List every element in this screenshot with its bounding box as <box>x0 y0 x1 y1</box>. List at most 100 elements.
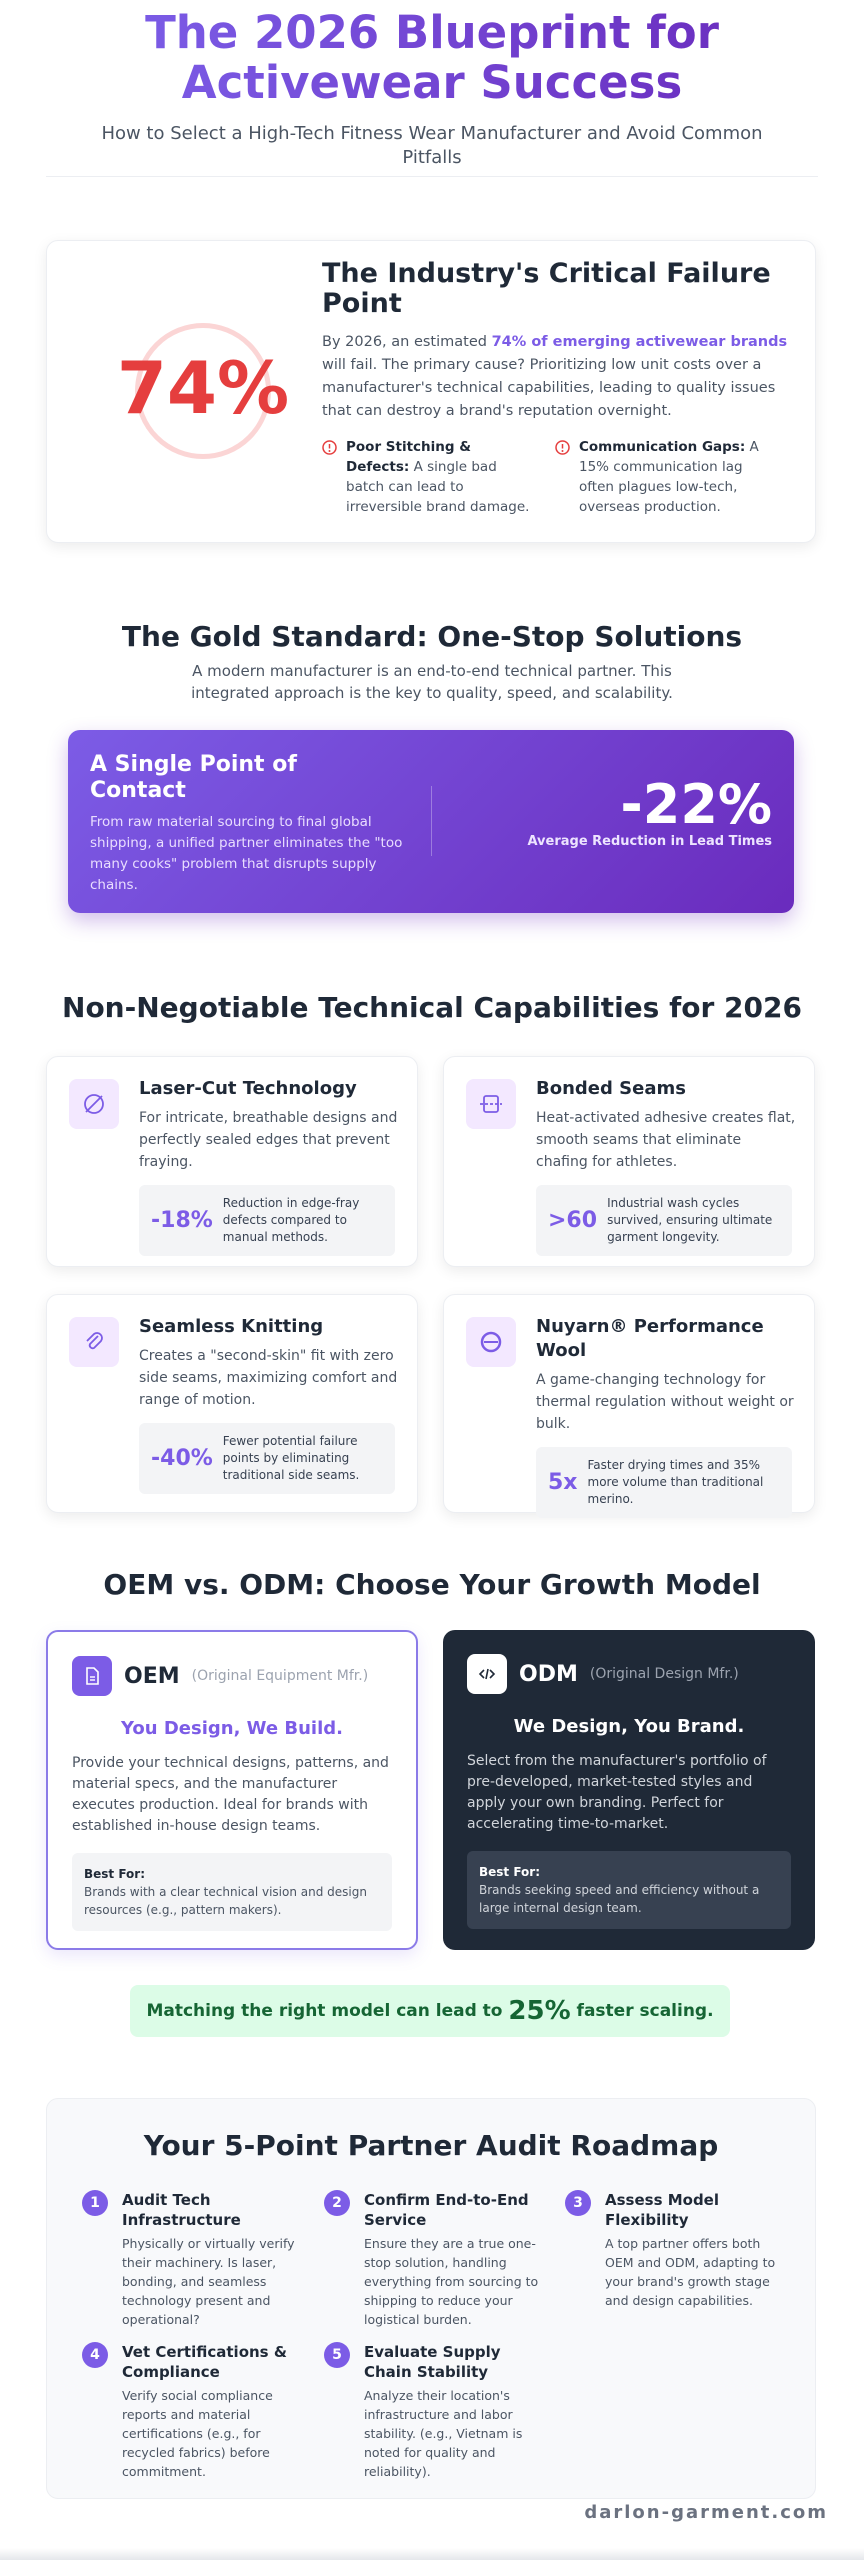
step-number: 2 <box>324 2190 350 2216</box>
tagline: We Design, You Brand. <box>513 1716 745 1737</box>
point: Poor Stitching & Defects: A single bad b… <box>322 437 537 517</box>
capability-card: Bonded Seams Heat-activated adhesive cre… <box>443 1056 815 1267</box>
step-title: Evaluate Supply Chain Stability <box>364 2343 501 2381</box>
label: Communication Gaps: <box>579 439 746 455</box>
step-title: Audit Tech Infrastructure <box>122 2191 241 2229</box>
highlight: 74% of emerging activewear brands <box>491 334 788 350</box>
stat: >60 <box>548 1208 598 1233</box>
card-title: Bonded Seams <box>536 1078 686 1099</box>
capability-card: Nuyarn® Performance Wool A game-changing… <box>443 1294 815 1518</box>
capability-card: Seamless Knitting Creates a "second-skin… <box>46 1294 418 1513</box>
card-title: Nuyarn® Performance Wool <box>536 1316 764 1361</box>
icon <box>69 1079 119 1129</box>
stat: 5x <box>548 1470 578 1495</box>
text: A single bad batch can lead to irreversi… <box>346 459 530 515</box>
tagline: You Design, We Build. <box>121 1718 343 1739</box>
step-text: Physically or virtually verify their mac… <box>122 2236 295 2327</box>
step-number: 1 <box>82 2190 108 2216</box>
divider <box>431 786 432 856</box>
label: Poor Stitching & Defects: <box>346 439 472 475</box>
step-title: Confirm End-to-End Service <box>364 2191 529 2229</box>
best-for: Best For: Brands with a clear technical v… <box>72 1853 392 1931</box>
footer: darlon-garment.com <box>584 2502 828 2523</box>
step: 5 Evaluate Supply Chain Stability Analyze … <box>324 2342 546 2481</box>
step-text: Verify social compliance reports and mat… <box>122 2388 273 2479</box>
oem-card: OEM (Original Equipment Mfr.) You Design,… <box>46 1630 418 1950</box>
step-text: A top partner offers both OEM and ODM, a… <box>605 2236 776 2308</box>
card-text: From raw material sourcing to final glob… <box>90 814 403 893</box>
odm-card: ODM (Original Design Mfr.) We Design, You… <box>443 1630 815 1950</box>
roadmap: Your 5-Point Partner Audit Roadmap 1 Audi… <box>46 2098 816 2499</box>
model-text: Provide your technical designs, patterns… <box>72 1755 389 1834</box>
step-number: 3 <box>565 2190 591 2216</box>
label: Best For: <box>479 1865 541 1879</box>
alert-icon <box>322 440 337 455</box>
stat: -18% <box>151 1208 213 1233</box>
subtitle: How to Select a High-Tech Fitness Wear M… <box>101 123 763 168</box>
stat-box: -18% Reduction in edge-fray defects compa… <box>139 1185 395 1256</box>
step-text: Analyze their location's infrastructure … <box>364 2388 523 2479</box>
scaling-banner: Matching the right model can lead to 25%… <box>130 1985 730 2037</box>
model-full: (Original Design Mfr.) <box>589 1666 739 1682</box>
icon <box>467 1654 507 1694</box>
text: By 2026, an estimated <box>322 334 492 350</box>
stat-box: >60 Industrial wash cycles survived, ensu… <box>536 1185 792 1256</box>
card-text: Heat-activated adhesive creates flat, sm… <box>536 1110 796 1170</box>
contact-card: A Single Point of Contact From raw mater… <box>68 730 794 913</box>
step-text: Ensure they are a true one-stop solution… <box>364 2236 539 2327</box>
step-number: 5 <box>324 2342 350 2368</box>
failure-stat: 74% <box>116 346 290 430</box>
stat-text: Industrial wash cycles survived, ensurin… <box>607 1196 773 1244</box>
icon <box>466 1079 516 1129</box>
stat: -40% <box>151 1446 213 1471</box>
card-title: A Single Point of Contact <box>90 752 297 803</box>
capability-card: Laser-Cut Technology For intricate, brea… <box>46 1056 418 1267</box>
title: The 2026 Blueprint for Activewear Succes… <box>132 8 732 108</box>
step: 3 Assess Model Flexibility A top partner o… <box>565 2190 787 2310</box>
step: 1 Audit Tech Infrastructure Physically or … <box>82 2190 304 2329</box>
stat: 25% <box>508 1996 571 2026</box>
step: 2 Confirm End-to-End Service Ensure they a… <box>324 2190 546 2329</box>
section-title: Non-Negotiable Technical Capabilities fo… <box>62 991 802 1024</box>
failure-text: By 2026, an estimated 74% of emerging ac… <box>322 331 792 423</box>
icon <box>466 1317 516 1367</box>
stat-ring <box>135 323 271 459</box>
step-title: Vet Certifications & Compliance <box>122 2343 287 2381</box>
text: Brands seeking speed and efficiency with… <box>479 1883 760 1915</box>
model-name: OEM <box>124 1663 180 1689</box>
icon <box>69 1317 119 1367</box>
card-text: For intricate, breathable designs and pe… <box>139 1110 398 1170</box>
roadmap-title: Your 5-Point Partner Audit Roadmap <box>143 2129 719 2162</box>
text: A 15% communication lag often plagues lo… <box>579 439 759 515</box>
lead-time-stat: -22% <box>620 773 772 836</box>
text: Matching the right model can lead to <box>146 2001 509 2021</box>
model-full: (Original Equipment Mfr.) <box>191 1668 369 1684</box>
alert-icon <box>555 440 570 455</box>
icon <box>72 1656 112 1696</box>
header: The 2026 Blueprint for Activewear Succes… <box>0 8 864 170</box>
best-for: Best For: Brands seeking speed and effici… <box>467 1851 791 1929</box>
label: Best For: <box>84 1867 146 1881</box>
section-title: OEM vs. ODM: Choose Your Growth Model <box>103 1568 761 1601</box>
stat-text: Reduction in edge-fray defects compared … <box>222 1196 360 1244</box>
text: Brands with a clear technical vision and… <box>84 1885 367 1917</box>
step-title: Assess Model Flexibility <box>605 2191 720 2229</box>
point: Communication Gaps: A 15% communication … <box>555 437 780 517</box>
stat-label: Average Reduction in Lead Times <box>527 834 772 849</box>
card-title: Laser-Cut Technology <box>139 1078 357 1099</box>
section-subtitle: A modern manufacturer is an end-to-end t… <box>191 662 673 702</box>
stat-text: Fewer potential failure points by elimin… <box>222 1434 360 1482</box>
card-text: Creates a "second-skin" fit with zero si… <box>139 1348 398 1408</box>
step-number: 4 <box>82 2342 108 2368</box>
failure-card: 74% The Industry's Critical Failure Poin… <box>46 240 816 543</box>
section-title: The Gold Standard: One-Stop Solutions <box>121 620 743 653</box>
card-title: Seamless Knitting <box>139 1316 324 1337</box>
bottom-edge <box>0 2548 864 2560</box>
failure-title: The Industry's Critical Failure Point <box>322 258 771 319</box>
card-text: A game-changing technology for thermal r… <box>536 1372 794 1432</box>
model-text: Select from the manufacturer's portfolio… <box>467 1753 767 1832</box>
stat-box: 5x Faster drying times and 35% more volum… <box>536 1447 792 1518</box>
text: will fail. The primary cause? Prioritizi… <box>322 357 776 419</box>
